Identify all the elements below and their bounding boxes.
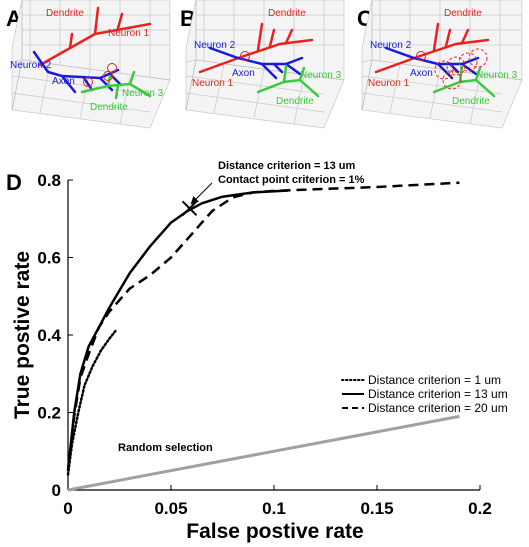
neuron2-a xyxy=(32,50,122,94)
x-tick-label: 0.2 xyxy=(468,499,492,518)
annotation-arrow xyxy=(190,182,213,205)
y-tick-label: 0.2 xyxy=(37,404,61,423)
label-neuron3-b: Neuron 3 xyxy=(300,70,342,81)
y-tick-label: 0.6 xyxy=(37,249,61,268)
label-dendrite-bottom-c: Dendrite xyxy=(452,96,490,107)
label-axon-a: Axon xyxy=(52,76,75,87)
x-tick-label: 0.15 xyxy=(360,499,393,518)
label-neuron1-b: Neuron 1 xyxy=(192,78,234,89)
label-neuron1-c: Neuron 1 xyxy=(368,78,410,89)
neuron2-b xyxy=(208,46,304,80)
label-neuron2-a: Neuron 2 xyxy=(10,60,52,71)
panel-letter-d: D xyxy=(6,170,22,195)
neuron3-b xyxy=(256,64,320,98)
x-axis-title: False postive rate xyxy=(186,520,363,543)
panel-d: D 0 0.05 0.1 0.15 0.2 0 0.2 0.4 0.6 0.8 Distance … xyxy=(6,160,508,543)
label-axon-c: Axon xyxy=(410,68,433,79)
neuron1-b xyxy=(198,22,314,74)
label-axon-b: Axon xyxy=(232,68,255,79)
y-tick-label: 0.8 xyxy=(37,171,61,190)
panel-a: A xyxy=(6,0,171,129)
neuron1-c xyxy=(374,22,490,74)
label-neuron1-a: Neuron 1 xyxy=(108,28,150,39)
contact-circles-b xyxy=(240,51,250,61)
label-dendrite-top-c: Dendrite xyxy=(444,8,482,19)
series-line-1 xyxy=(66,189,289,471)
panel-b: B Dendrite Neuron 2 xyxy=(180,0,345,129)
x-tick-label: 0.1 xyxy=(262,499,286,518)
y-axis-title: True postive rate xyxy=(11,251,34,419)
panel-a-3d-box xyxy=(11,0,171,129)
panel-c: C xyxy=(357,0,523,129)
label-neuron3-c: Neuron 3 xyxy=(476,70,518,81)
contact-circles-a xyxy=(83,63,117,87)
contact-circles-c xyxy=(416,51,426,61)
annotation-distance: Distance criterion = 13 um xyxy=(218,160,355,172)
label-dendrite-bottom-b: Dendrite xyxy=(276,96,314,107)
series-line-0 xyxy=(66,329,117,476)
label-dendrite-bottom-a: Dendrite xyxy=(90,102,128,113)
label-neuron3-a: Neuron 3 xyxy=(122,88,164,99)
series-line-3 xyxy=(67,414,460,492)
neuron1-a xyxy=(38,6,152,67)
chart-series xyxy=(66,181,460,492)
label-neuron2-b: Neuron 2 xyxy=(194,40,236,51)
annotation-contact-point: Contact point criterion = 1% xyxy=(218,174,365,186)
x-tick-label: 0 xyxy=(63,499,72,518)
random-selection-label: Random selection xyxy=(118,442,213,454)
roc-chart: 0 0.05 0.1 0.15 0.2 0 0.2 0.4 0.6 0.8 Distance cr… xyxy=(11,160,508,543)
distance-circles-c xyxy=(434,48,488,90)
legend-label-0: Distance criterion = 1 um xyxy=(368,373,501,387)
y-tick-label: 0.4 xyxy=(37,326,61,345)
label-neuron2-c: Neuron 2 xyxy=(370,40,412,51)
neuron3-a xyxy=(80,70,152,100)
y-tick-label: 0 xyxy=(52,481,61,500)
label-dendrite-top-b: Dendrite xyxy=(268,8,306,19)
legend-label-2: Distance criterion = 20 um xyxy=(368,401,508,415)
chart-axes: 0 0.05 0.1 0.15 0.2 0 0.2 0.4 0.6 0.8 xyxy=(37,171,491,518)
label-dendrite-top-a: Dendrite xyxy=(46,8,84,19)
series-line-2 xyxy=(66,181,460,471)
x-tick-label: 0.05 xyxy=(154,499,187,518)
legend-label-1: Distance criterion = 13 um xyxy=(368,387,508,401)
